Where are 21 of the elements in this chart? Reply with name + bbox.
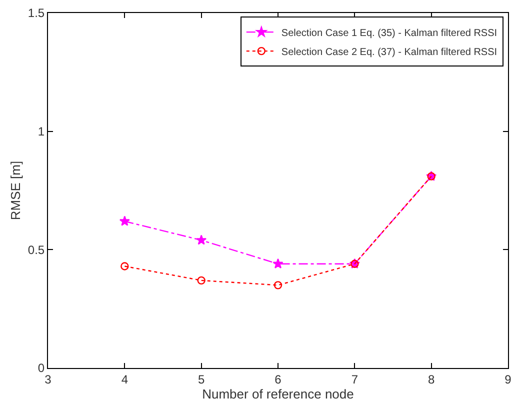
point	[272, 258, 284, 268]
x-tick-label: 7	[351, 372, 358, 386]
y-tick-label: 0.5	[28, 242, 45, 257]
x-axis-title: Number of reference node	[202, 386, 354, 402]
point	[120, 262, 129, 270]
x-tick-label: 4	[121, 372, 128, 386]
y-axis-title: RMSE [m]	[8, 160, 23, 220]
point	[196, 234, 207, 245]
point	[274, 281, 282, 290]
y-tick-label: 0	[38, 361, 45, 376]
legend-label: Selection Case 1 Eq. (35) - Kalman filtered RSSI	[281, 28, 498, 39]
point	[197, 276, 206, 285]
legend-label: Selection Case 2 Eq. (37) - Kalman filtered RSSI	[281, 46, 498, 58]
x-tick-label: 6	[274, 372, 282, 386]
x-tick-label: 3	[44, 372, 52, 386]
x-tick-label: 8	[428, 372, 435, 386]
y-tick-label: 1.5	[28, 6, 45, 20]
point	[119, 216, 130, 226]
y-tick-label: 1	[38, 124, 45, 139]
x-tick-label: 9	[504, 372, 512, 386]
x-tick-label: 5	[198, 372, 205, 386]
